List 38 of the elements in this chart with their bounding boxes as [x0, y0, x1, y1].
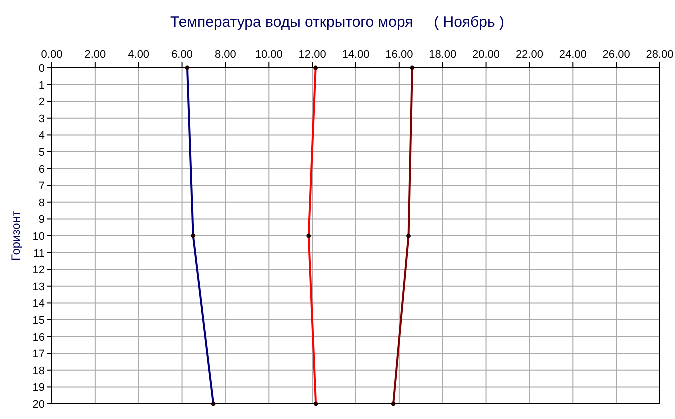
y-tick-label: 11 — [34, 248, 45, 260]
y-tick-label: 13 — [32, 281, 45, 294]
x-tick-label: 4.00 — [128, 49, 150, 61]
y-axis-title: Горизонт — [9, 210, 23, 261]
x-tick-label: 0.00 — [41, 49, 63, 61]
x-tick-label: 28.00 — [646, 49, 674, 61]
x-tick-label: 24.00 — [559, 49, 587, 61]
y-tick-label: 4 — [38, 130, 45, 142]
x-tick-label: 20.00 — [472, 49, 500, 61]
y-tick-label: 5 — [38, 147, 45, 159]
y-tick-label: 20 — [32, 399, 45, 411]
x-tick-label: 8.00 — [215, 49, 236, 61]
x-tick-label: 12.00 — [298, 49, 326, 61]
x-tick-label: 26.00 — [602, 49, 630, 61]
x-tick-label: 6.00 — [172, 49, 193, 61]
y-tick-label: 10 — [32, 231, 45, 243]
y-tick-label: 12 — [32, 264, 45, 277]
y-tick-label: 1 — [38, 80, 45, 92]
y-tick-label: 18 — [32, 365, 45, 378]
y-tick-label: 17 — [32, 348, 45, 361]
y-tick-label: 0 — [38, 63, 45, 75]
x-tick-label: 16.00 — [386, 49, 414, 61]
y-tick-label: 19 — [32, 382, 45, 394]
y-tick-label: 3 — [38, 113, 45, 126]
x-tick-label: 2.00 — [84, 49, 106, 61]
y-tick-label: 8 — [38, 197, 45, 210]
y-tick-label: 7 — [38, 180, 45, 193]
x-tick-label: 18.00 — [429, 49, 457, 61]
chart-title: Температура воды открытого моря ( Ноябрь ) — [170, 14, 504, 31]
y-tick-label: 6 — [38, 164, 45, 176]
y-tick-label: 15 — [32, 315, 45, 327]
x-tick-label: 22.00 — [516, 49, 544, 61]
y-tick-label: 2 — [38, 96, 45, 109]
y-tick-label: 9 — [38, 214, 45, 226]
x-tick-label: 10.00 — [255, 49, 283, 61]
y-tick-label: 14 — [32, 298, 45, 310]
x-tick-label: 14.00 — [342, 49, 370, 61]
y-tick-label: 16 — [32, 332, 45, 344]
